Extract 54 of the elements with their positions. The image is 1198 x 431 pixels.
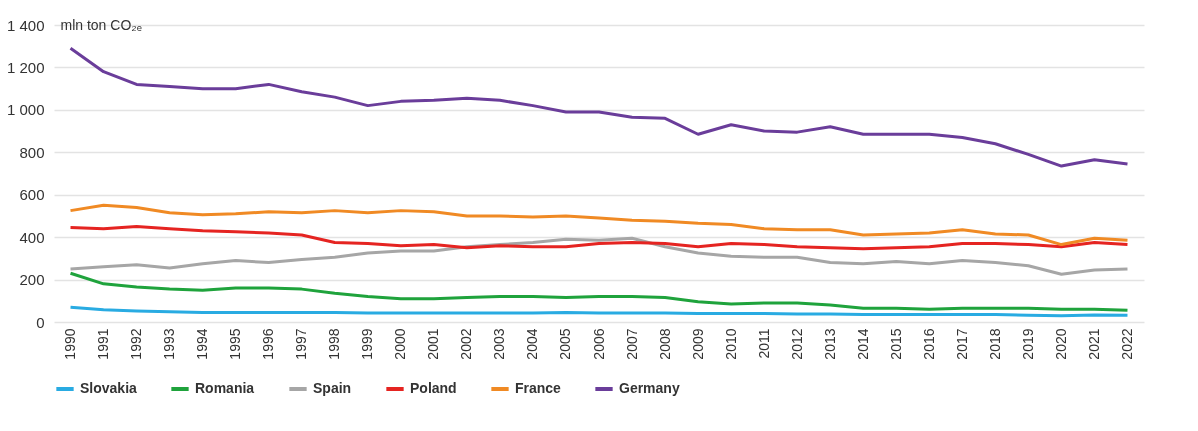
x-tick-label: 1999 — [359, 328, 376, 360]
y-tick-label: 800 — [19, 143, 45, 161]
x-tick-label: 2003 — [491, 328, 508, 360]
x-tick-label: 2013 — [821, 328, 838, 360]
x-tick-label: 2011 — [755, 328, 772, 359]
line-series — [69, 46, 1129, 168]
line-series — [69, 203, 1129, 247]
y-tick-label: 1 400 — [6, 16, 45, 34]
legend-label: Spain — [313, 380, 352, 396]
x-tick-label: 2012 — [788, 328, 805, 360]
x-tick-label: 2001 — [425, 328, 442, 360]
x-tick-label: 2008 — [656, 328, 673, 360]
x-tick-label: 1997 — [293, 328, 310, 360]
y-tick-label: 1 000 — [6, 101, 45, 119]
x-tick-label: 2022 — [1118, 328, 1135, 360]
x-tick-label: 2004 — [524, 328, 541, 360]
x-tick-label: 1993 — [161, 328, 178, 360]
x-tick-label: 2000 — [392, 328, 409, 360]
legend-label: Slovakia — [80, 380, 138, 396]
line-series — [69, 236, 1129, 276]
y-tick-label: 0 — [36, 313, 45, 331]
x-tick-label: 2019 — [1019, 328, 1036, 360]
y-tick-label: 1 200 — [6, 58, 45, 76]
x-tick-label: 2009 — [689, 328, 706, 360]
x-tick-label: 1992 — [128, 328, 145, 360]
x-tick-label: 1998 — [326, 328, 343, 360]
x-tick-label: 2007 — [623, 328, 640, 360]
x-tick-label: 2005 — [557, 328, 574, 360]
x-tick-label: 2010 — [722, 328, 739, 360]
x-tick-label: 2006 — [590, 328, 607, 360]
y-tick-label: 600 — [19, 186, 45, 204]
legend-label: Romania — [195, 380, 255, 396]
line-series — [69, 305, 1129, 318]
legend-label: Poland — [410, 380, 457, 396]
x-tick-label: 2002 — [458, 328, 475, 360]
line-series — [69, 271, 1129, 312]
legend-label: France — [515, 380, 562, 396]
y-tick-label: 200 — [19, 271, 45, 289]
x-tick-label: 1991 — [95, 328, 112, 360]
x-tick-label: 2018 — [986, 328, 1003, 360]
x-tick-label: 1996 — [260, 328, 277, 360]
x-tick-label: 1995 — [227, 328, 244, 360]
x-tick-label: 2021 — [1085, 328, 1102, 360]
y-axis-title: mln ton CO₂ₑ — [60, 16, 142, 33]
x-tick-label: 1990 — [62, 328, 79, 360]
x-tick-label: 2016 — [920, 328, 937, 360]
x-tick-label: 1994 — [194, 328, 211, 360]
line-series — [69, 225, 1129, 251]
x-tick-label: 2015 — [887, 328, 904, 360]
legend-label: Germany — [619, 380, 680, 396]
x-tick-label: 2017 — [953, 328, 970, 360]
x-tick-label: 2020 — [1052, 328, 1069, 360]
y-tick-label: 400 — [19, 228, 45, 246]
x-tick-label: 2014 — [854, 328, 871, 360]
